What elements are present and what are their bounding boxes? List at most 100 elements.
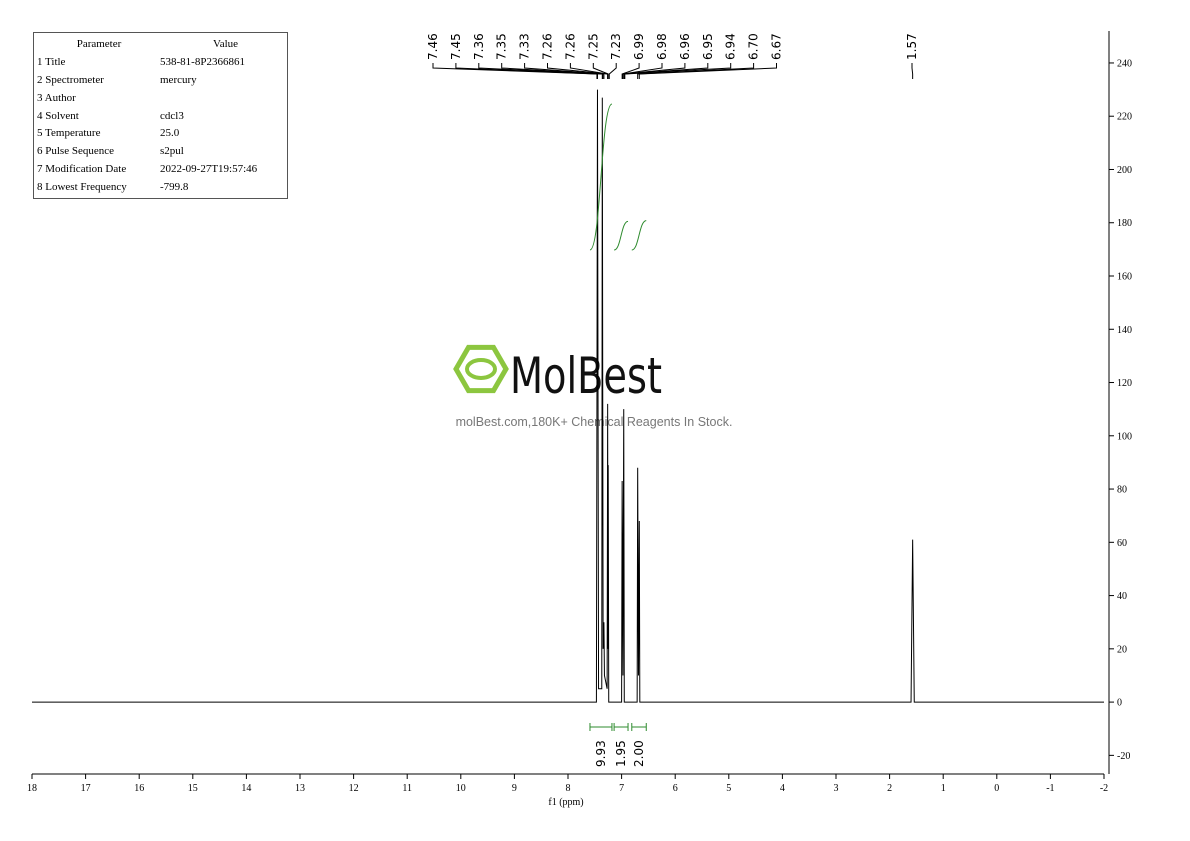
table-row: 6 Pulse Sequence s2pul bbox=[34, 142, 287, 160]
x-tick-label: 3 bbox=[834, 783, 839, 794]
table-cell: 8 Lowest Frequency bbox=[37, 181, 127, 194]
peak-leader bbox=[569, 63, 609, 79]
table-cell: 25.0 bbox=[160, 127, 180, 140]
integral-bracket bbox=[589, 723, 613, 731]
spectrum-line bbox=[32, 89, 1104, 703]
y-tick-label: 20 bbox=[1117, 644, 1127, 655]
peak-leader bbox=[624, 63, 732, 79]
table-row: 1 Title 538-81-8P2366861 bbox=[34, 53, 287, 71]
x-tick-label: 6 bbox=[673, 783, 678, 794]
table-row: 4 Solvent cdcl3 bbox=[34, 107, 287, 125]
table-cell: 5 Temperature bbox=[37, 127, 101, 140]
peak-label: 6.99 bbox=[632, 33, 646, 60]
integral-bracket bbox=[613, 723, 629, 731]
table-row: Parameter Value bbox=[34, 35, 287, 53]
x-tick-label: 4 bbox=[780, 783, 785, 794]
parameter-table: Parameter Value 1 Title 538-81-8P2366861 2 S… bbox=[33, 32, 288, 200]
peak-leader bbox=[524, 63, 605, 79]
x-tick-label: 15 bbox=[188, 783, 198, 794]
y-tick-label: 80 bbox=[1117, 485, 1127, 496]
peak-leader bbox=[623, 63, 686, 79]
x-tick-label: 13 bbox=[295, 783, 305, 794]
x-tick-label: 10 bbox=[456, 783, 466, 794]
table-row: 7 Modification Date 2022-09-27T19:57:46 bbox=[34, 160, 287, 178]
peak-label: 6.67 bbox=[770, 33, 784, 60]
x-tick-label: 11 bbox=[402, 783, 412, 794]
x-tick-label: 5 bbox=[726, 783, 731, 794]
x-tick-label: 0 bbox=[994, 783, 999, 794]
peak-label: 7.26 bbox=[541, 33, 555, 60]
table-cell: 2 Spectrometer bbox=[37, 73, 104, 86]
y-tick-label: 200 bbox=[1117, 165, 1132, 176]
peak-leader bbox=[637, 63, 755, 79]
y-tick-label: 180 bbox=[1117, 218, 1132, 229]
peak-label: 6.98 bbox=[655, 33, 669, 60]
logo-ring bbox=[465, 358, 497, 380]
peak-label: 7.45 bbox=[449, 33, 463, 60]
integral-curve bbox=[631, 220, 647, 251]
peak-label: 7.36 bbox=[472, 33, 486, 60]
x-tick-label: 2 bbox=[887, 783, 892, 794]
x-tick-label: 8 bbox=[566, 783, 571, 794]
table-cell: 6 Pulse Sequence bbox=[37, 145, 114, 158]
peak-leader bbox=[608, 63, 617, 79]
peak-label: 7.33 bbox=[518, 33, 532, 60]
peak-label: 6.94 bbox=[724, 33, 738, 60]
table-cell: 7 Modification Date bbox=[37, 163, 127, 176]
integral-curve bbox=[613, 220, 629, 251]
y-tick-label: 40 bbox=[1117, 591, 1127, 602]
x-tick-label: 12 bbox=[349, 783, 359, 794]
y-tick-label: 220 bbox=[1117, 112, 1132, 123]
table-cell: 4 Solvent bbox=[37, 109, 79, 122]
watermark-subtitle: molBest.com,180K+ Chemical Reagents In S… bbox=[456, 415, 733, 429]
integral-label: 1.95 bbox=[614, 740, 628, 767]
y-tick-label: 100 bbox=[1117, 431, 1132, 442]
y-tick-label: 160 bbox=[1117, 272, 1132, 283]
table-cell: cdcl3 bbox=[160, 109, 184, 122]
integral-label: 9.93 bbox=[594, 740, 608, 767]
peak-label: 7.25 bbox=[586, 33, 600, 60]
table-row: 8 Lowest Frequency -799.8 bbox=[34, 178, 287, 196]
peak-leader bbox=[478, 63, 603, 79]
integral-label: 2.00 bbox=[632, 740, 646, 767]
x-tick-label: -1 bbox=[1046, 783, 1054, 794]
table-cell: 2022-09-27T19:57:46 bbox=[160, 163, 258, 176]
y-tick-label: 0 bbox=[1117, 698, 1122, 709]
y-tick-label: 120 bbox=[1117, 378, 1132, 389]
watermark: MolBest bbox=[510, 347, 662, 405]
logo-hexagon bbox=[453, 344, 509, 394]
integral-curve bbox=[589, 103, 613, 251]
x-tick-label: 17 bbox=[81, 783, 91, 794]
x-tick-label: 14 bbox=[241, 783, 251, 794]
x-tick-label: 7 bbox=[619, 783, 624, 794]
peak-leader bbox=[638, 63, 777, 79]
y-tick-label: 60 bbox=[1117, 538, 1127, 549]
table-cell: 3 Author bbox=[37, 91, 76, 104]
peak-label: 1.57 bbox=[905, 33, 919, 60]
peak-leader bbox=[623, 63, 709, 79]
peak-label: 6.70 bbox=[747, 33, 761, 60]
x-tick-label: 1 bbox=[941, 783, 946, 794]
table-row: 2 Spectrometer mercury bbox=[34, 71, 287, 89]
table-cell: Value bbox=[212, 37, 239, 50]
peak-leader bbox=[622, 63, 663, 79]
peak-label: 7.35 bbox=[495, 33, 509, 60]
x-tick-label: 18 bbox=[27, 783, 37, 794]
y-tick-label: 240 bbox=[1117, 58, 1132, 69]
table-cell: s2pul bbox=[160, 145, 184, 158]
peak-label: 7.26 bbox=[563, 33, 577, 60]
peak-leader bbox=[501, 63, 604, 79]
peak-leader bbox=[455, 63, 598, 79]
x-axis-label: f1 (ppm) bbox=[548, 797, 583, 808]
peak-label: 6.96 bbox=[678, 33, 692, 60]
peak-leader bbox=[911, 63, 914, 79]
x-tick-label: -2 bbox=[1100, 783, 1108, 794]
table-cell: 1 Title bbox=[37, 55, 66, 68]
y-tick-label: 140 bbox=[1117, 325, 1132, 336]
table-row: 5 Temperature 25.0 bbox=[34, 124, 287, 142]
table-cell: -799.8 bbox=[160, 181, 189, 194]
peak-label: 6.95 bbox=[701, 33, 715, 60]
y-tick-label: -20 bbox=[1117, 751, 1130, 762]
